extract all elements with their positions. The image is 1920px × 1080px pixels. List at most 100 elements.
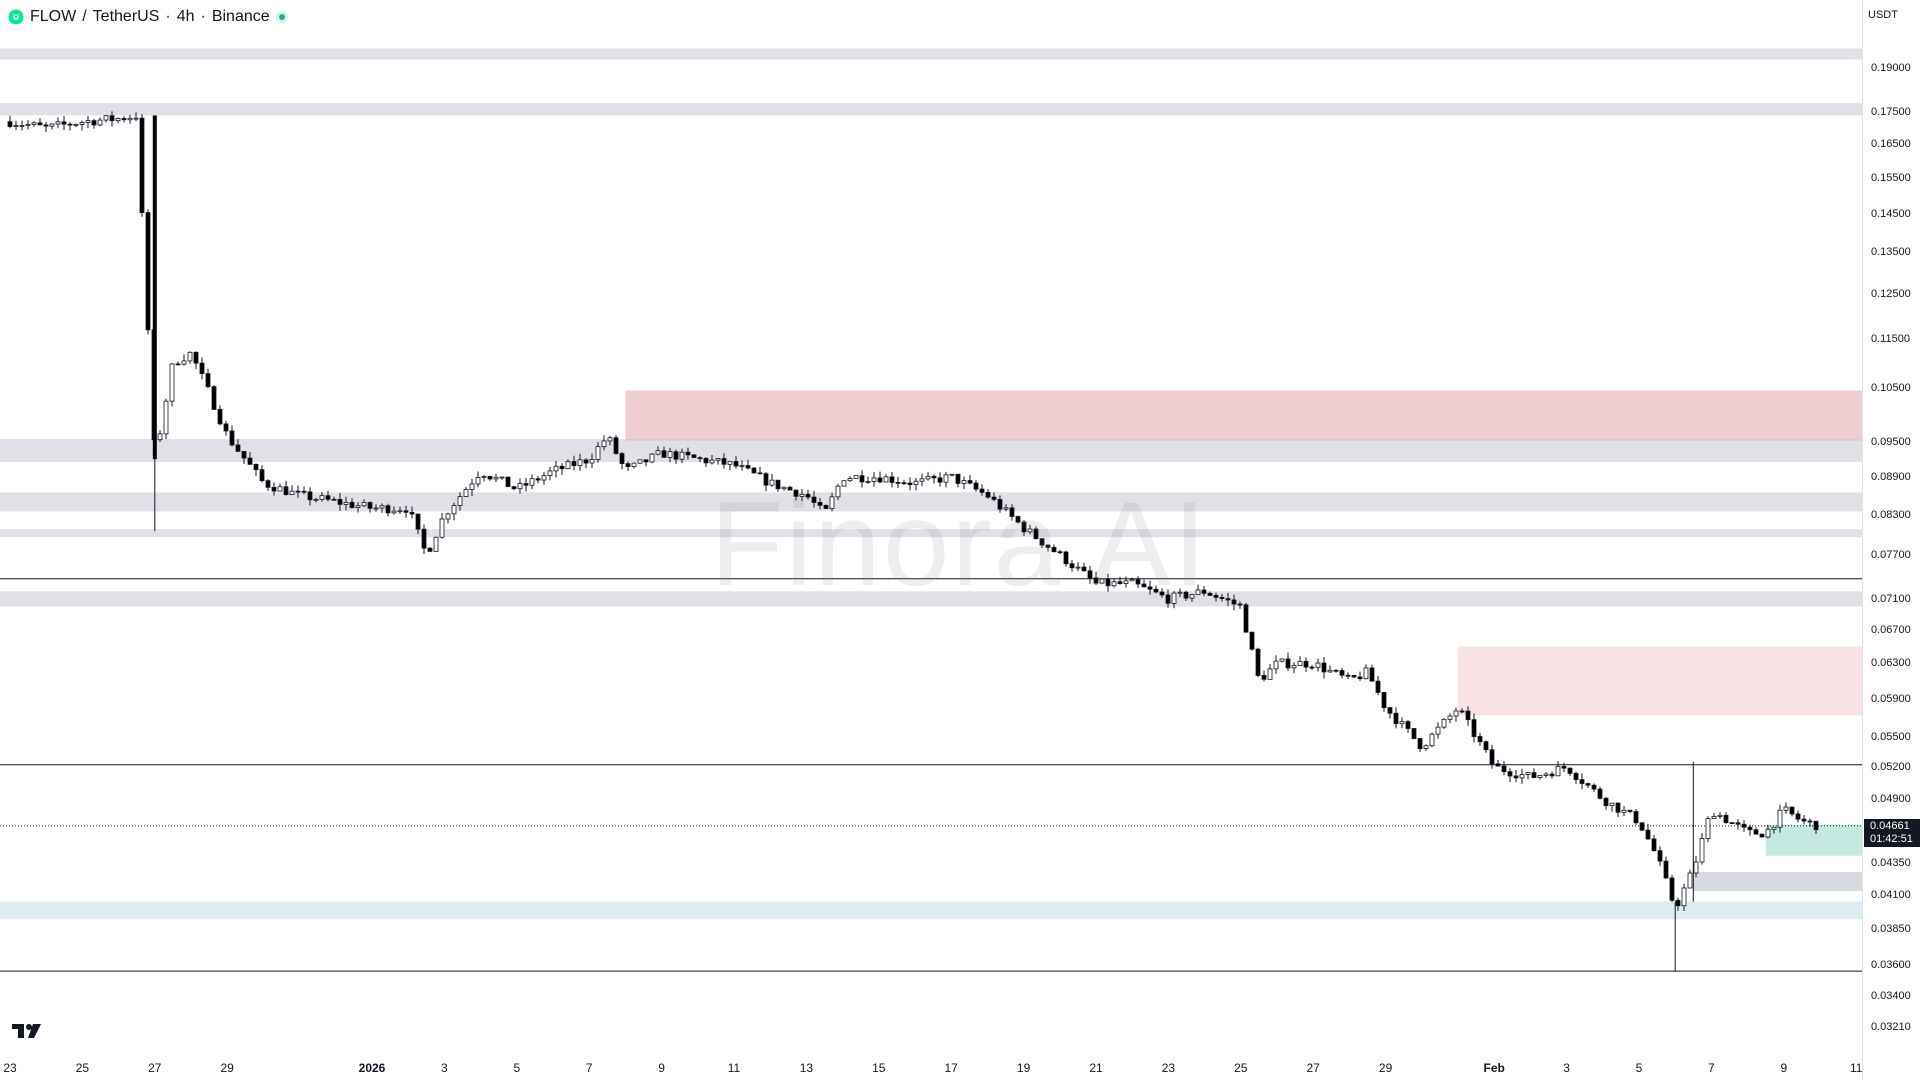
time-tick: 9 xyxy=(1780,1061,1788,1075)
price-tick: 0.15500 xyxy=(1871,171,1911,184)
candle-down xyxy=(1207,592,1213,596)
candle-up xyxy=(829,496,835,510)
candle-up xyxy=(517,483,523,490)
price-axis[interactable]: 0.19000 0.17500 0.16500 0.15500 0.14500 0.135… xyxy=(1862,0,1920,1080)
candle-up xyxy=(1519,774,1525,779)
candle-down xyxy=(613,437,619,454)
candle-down xyxy=(1465,710,1471,721)
time-tick: 27 xyxy=(148,1061,162,1075)
candle-up xyxy=(79,122,85,125)
candle-down xyxy=(1489,749,1495,765)
candle-up xyxy=(127,117,133,121)
candle-up xyxy=(355,505,361,509)
candle-up xyxy=(835,485,841,498)
time-tick: 3 xyxy=(441,1061,448,1075)
candle-up xyxy=(607,437,613,442)
candle-up xyxy=(97,119,103,126)
candle-down xyxy=(307,491,313,501)
time-axis[interactable]: 23 25 27 29 2026 3 5 7 9 11 13 15 17 19 21 23 25 27 29 Feb 3… xyxy=(0,1055,1862,1080)
time-tick: 11 xyxy=(727,1061,741,1075)
price-tick: 0.05500 xyxy=(1871,730,1911,743)
candle-down xyxy=(367,502,373,509)
candle-up xyxy=(1327,669,1333,673)
candle-up xyxy=(925,475,931,480)
candle-down xyxy=(1597,788,1603,799)
candle-down xyxy=(1531,772,1537,778)
candle-up xyxy=(595,446,601,460)
candle-up xyxy=(397,510,403,513)
price-tick: 0.11500 xyxy=(1871,332,1910,345)
candle-down xyxy=(877,477,883,483)
candle-down xyxy=(229,430,235,446)
candle-down xyxy=(1237,603,1243,606)
candle-up xyxy=(1771,826,1777,830)
candle-down xyxy=(691,454,697,458)
candle-up xyxy=(391,510,397,514)
candle-up xyxy=(1537,774,1543,778)
candle-up xyxy=(1717,814,1723,817)
candle-down xyxy=(1603,797,1609,807)
candle-down xyxy=(1471,719,1477,737)
currency-label[interactable]: USDT xyxy=(1868,9,1898,21)
candle-down xyxy=(703,457,709,464)
candle-up xyxy=(1003,507,1009,510)
candle-down xyxy=(199,362,205,375)
candle-down xyxy=(121,118,127,121)
level-band xyxy=(0,591,1862,607)
candle-up xyxy=(73,124,79,126)
candle-down xyxy=(697,457,703,459)
candle-down xyxy=(1591,784,1597,790)
candle-down xyxy=(661,450,667,458)
candle-down xyxy=(1333,669,1339,672)
flow-coin-icon xyxy=(8,9,24,25)
candle-down xyxy=(1669,877,1675,901)
candle-down xyxy=(787,486,793,491)
candle-up xyxy=(553,465,559,472)
price-chart[interactable] xyxy=(0,0,1862,1055)
candle-down xyxy=(235,444,241,452)
candle-up xyxy=(1621,809,1627,813)
candle-down xyxy=(1795,813,1801,820)
candle-down xyxy=(757,472,763,475)
candle-up xyxy=(529,478,535,486)
candle-up xyxy=(709,459,715,464)
candle-down xyxy=(1303,660,1309,668)
candle-down xyxy=(175,363,181,366)
candle-up xyxy=(343,501,349,505)
candle-down xyxy=(1255,648,1261,676)
candle-down xyxy=(241,451,247,459)
candle-down xyxy=(1507,771,1513,777)
candle-down xyxy=(1261,675,1267,680)
symbol-separator: / xyxy=(82,8,87,25)
last-price-label: 0.04661 01:42:51 xyxy=(1864,819,1920,847)
symbol-header[interactable]: FLOW / TetherUS · 4h · Binance xyxy=(8,4,294,30)
candle-down xyxy=(409,511,415,515)
price-tick: 0.09500 xyxy=(1871,435,1911,448)
support-band xyxy=(0,901,1862,920)
candle-up xyxy=(1273,660,1279,670)
symbol-name: FLOW xyxy=(30,8,77,25)
candle-down xyxy=(751,467,757,474)
candle-up xyxy=(1129,579,1135,582)
price-tick: 0.06700 xyxy=(1871,624,1911,637)
candle-up xyxy=(493,476,499,480)
candle-up xyxy=(715,458,721,461)
candle-down xyxy=(1159,591,1165,596)
candle-up xyxy=(631,462,637,467)
candle-down xyxy=(1345,674,1351,677)
candle-up xyxy=(1171,592,1177,604)
candle-down xyxy=(1759,833,1765,838)
candle-down xyxy=(1381,692,1387,708)
tradingview-logo-icon[interactable] xyxy=(12,1022,46,1045)
candle-down xyxy=(1741,823,1747,828)
candle-up xyxy=(157,433,163,441)
lines-layer xyxy=(0,578,1862,972)
candle-down xyxy=(1321,662,1327,673)
price-tick: 0.04900 xyxy=(1871,792,1911,805)
candle-down xyxy=(152,115,157,460)
candle-down xyxy=(349,501,355,509)
candle-up xyxy=(853,475,859,479)
candle-down xyxy=(211,386,217,410)
candle-up xyxy=(439,518,445,538)
